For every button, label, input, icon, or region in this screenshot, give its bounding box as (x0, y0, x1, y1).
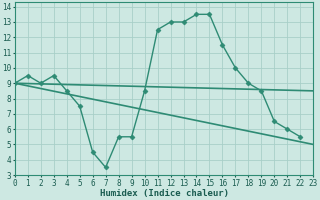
X-axis label: Humidex (Indice chaleur): Humidex (Indice chaleur) (100, 189, 228, 198)
